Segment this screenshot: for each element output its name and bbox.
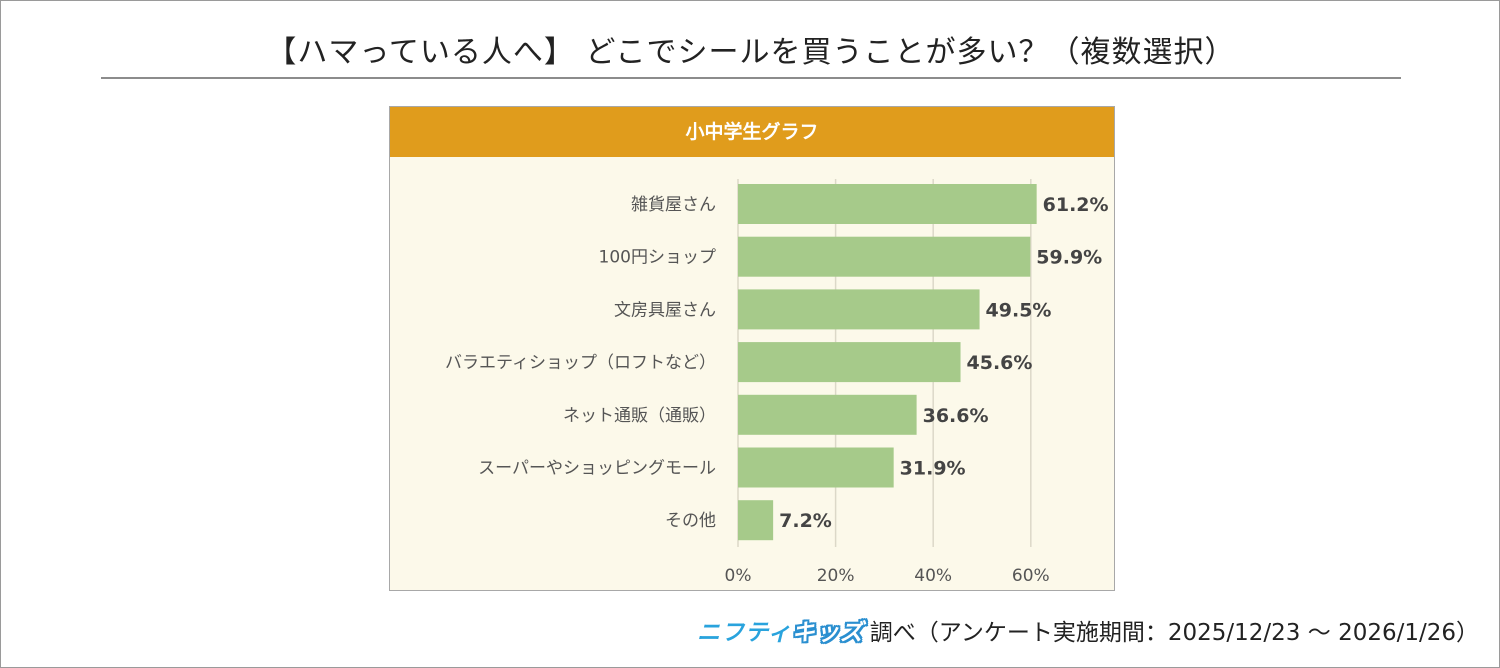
data-label: 36.6% — [923, 405, 989, 427]
bar — [738, 342, 961, 383]
brand-logo-part2: キッズ — [791, 620, 864, 646]
source-footer: ニフティキッズ 調べ（アンケート実施期間：2025/12/23 ～ 2026/1/… — [697, 613, 1479, 647]
page-title: 【ハマっている人へ】 どこでシールを買うことが多い？（複数選択） — [266, 35, 1236, 70]
data-label: 59.9% — [1036, 247, 1102, 269]
chart-panel: 小中学生グラフ 0% 20% 40% 60% 雑貨屋さん 61.2% 100円ショップ 59.… — [389, 106, 1115, 591]
title-divider — [101, 77, 1401, 79]
x-tick-label: 60% — [1012, 566, 1050, 586]
x-tick-label: 40% — [914, 566, 952, 586]
category-label: 雑貨屋さん — [631, 195, 716, 215]
category-label: ネット通販（通販） — [563, 406, 716, 426]
chart-header: 小中学生グラフ — [390, 107, 1114, 157]
data-label: 61.2% — [1043, 194, 1109, 216]
category-label: バラエティショップ（ロフトなど） — [445, 353, 716, 373]
bar — [738, 184, 1037, 224]
bar — [738, 289, 980, 330]
category-label: その他 — [665, 511, 716, 531]
data-label: 45.6% — [967, 352, 1033, 374]
bar — [738, 500, 774, 541]
x-tick-label: 0% — [725, 566, 752, 586]
data-label: 31.9% — [900, 458, 966, 480]
x-tick-label: 20% — [817, 566, 855, 586]
bar — [738, 236, 1031, 277]
data-label: 49.5% — [986, 299, 1052, 321]
bar-chart: 0% 20% 40% 60% 雑貨屋さん 61.2% 100円ショップ 59.9% 文房具屋さん… — [445, 179, 1109, 586]
footer-text: 調べ（アンケート実施期間：2025/12/23 ～ 2026/1/26） — [869, 620, 1479, 646]
brand-logo-part1: ニフティ — [697, 620, 792, 646]
category-label: 100円ショップ — [599, 248, 716, 268]
bar — [738, 447, 894, 488]
category-label: 文房具屋さん — [614, 300, 716, 320]
bar — [738, 394, 917, 435]
data-label: 7.2% — [779, 510, 832, 532]
category-label: スーパーやショッピングモール — [478, 459, 716, 479]
